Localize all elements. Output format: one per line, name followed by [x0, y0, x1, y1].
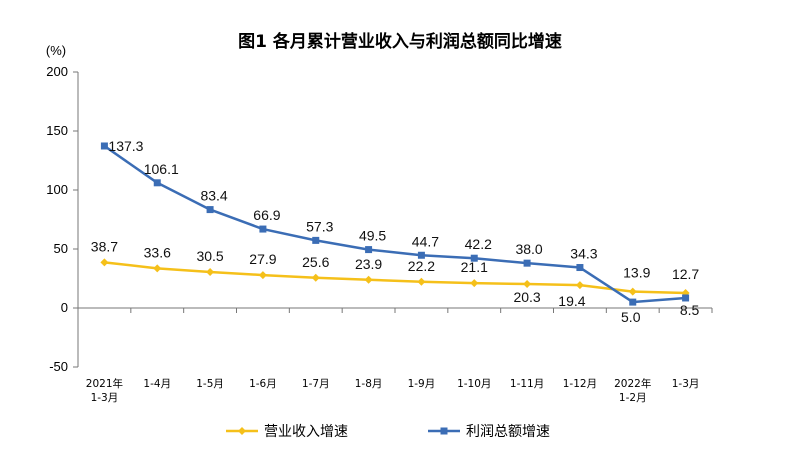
- y-tick-label: 200: [46, 64, 68, 79]
- series-0-point: [417, 277, 426, 286]
- series-layer: [100, 142, 690, 306]
- series-0-point: [153, 264, 162, 273]
- series-0-point: [523, 280, 532, 289]
- series-1-point: [470, 254, 478, 262]
- series-0-point: [628, 287, 637, 296]
- series-0-point: [100, 258, 109, 267]
- series-1-point: [682, 294, 690, 302]
- data-label: 34.3: [570, 246, 597, 262]
- x-tick-label: 1-10月: [457, 378, 491, 390]
- data-label: 8.5: [680, 302, 700, 318]
- y-ticks: 200 150 100 50 0 -50: [46, 64, 78, 374]
- series-0-point: [258, 271, 267, 280]
- data-label: 83.4: [200, 188, 227, 204]
- series-line-0: [104, 261, 686, 295]
- data-label: 13.9: [623, 265, 650, 281]
- y-tick-label: -50: [49, 359, 68, 374]
- x-tick-label: 1-12月: [563, 378, 597, 390]
- data-label: 44.7: [412, 233, 439, 249]
- x-ticks: 2021年 1-3月 1-4月 1-5月 1-6月 1-7月 1-8月 1-9月 1-10月 1-…: [77, 308, 713, 404]
- series-1-point: [365, 246, 373, 254]
- data-label: 106.1: [144, 161, 179, 177]
- x-tick-label: 2021年: [86, 377, 123, 390]
- data-labels: 38.7 33.6 30.5 27.9 25.6 23.9 22.2 21.1 20.3 19.4…: [91, 138, 700, 325]
- data-label: 38.7: [91, 238, 118, 254]
- series-0-point: [364, 275, 373, 284]
- data-label: 21.1: [461, 259, 488, 275]
- series-1-point: [312, 236, 320, 244]
- x-tick-label: 1-8月: [355, 378, 383, 390]
- data-label: 38.0: [515, 241, 542, 257]
- data-label: 12.7: [672, 266, 699, 282]
- series-1-point: [417, 251, 425, 259]
- series-1-point: [206, 206, 214, 214]
- x-tick-label: 1-3月: [91, 392, 119, 404]
- data-label: 137.3: [108, 138, 143, 154]
- y-tick-label: 100: [46, 182, 68, 197]
- legend-label: 利润总额增速: [466, 424, 550, 440]
- data-label: 49.5: [359, 228, 386, 244]
- x-tick-label: 2022年: [614, 377, 651, 390]
- data-label: 42.2: [465, 236, 492, 252]
- series-1-point: [576, 264, 584, 272]
- y-tick-label: 50: [54, 241, 68, 256]
- series-line-1: [103, 144, 686, 304]
- data-label: 33.6: [144, 244, 171, 260]
- series-0-point: [311, 273, 320, 282]
- axes: [77, 72, 712, 367]
- series-0-point: [470, 279, 479, 288]
- data-label: 5.0: [621, 309, 641, 325]
- series-1-point: [629, 298, 637, 306]
- x-tick-label: 1-3月: [672, 378, 700, 390]
- data-label: 25.6: [302, 254, 329, 270]
- chart-title: 图1 各月累计营业收入与利润总额同比增速: [238, 31, 562, 52]
- y-tick-label: 150: [46, 123, 68, 138]
- data-label: 23.9: [355, 256, 382, 272]
- series-1-point: [523, 259, 531, 267]
- series-1-point: [100, 142, 108, 150]
- series-1-point: [259, 225, 267, 233]
- series-0-point: [575, 281, 584, 290]
- x-tick-label: 1-5月: [196, 378, 224, 390]
- series-0-point: [206, 268, 215, 277]
- data-label: 30.5: [196, 248, 223, 264]
- legend-marker: [238, 427, 246, 435]
- x-tick-label: 1-2月: [619, 392, 647, 404]
- data-label: 66.9: [253, 207, 280, 223]
- x-tick-label: 1-7月: [302, 378, 330, 390]
- data-label: 27.9: [249, 251, 276, 267]
- data-label: 22.2: [408, 258, 435, 274]
- x-tick-label: 1-9月: [408, 378, 436, 390]
- data-label: 57.3: [306, 218, 333, 234]
- x-tick-label: 1-6月: [249, 378, 277, 390]
- x-tick-label: 1-4月: [143, 378, 171, 390]
- y-tick-label: 0: [61, 300, 68, 315]
- y-axis-unit: (%): [46, 43, 66, 58]
- legend-marker: [440, 427, 448, 435]
- data-label: 20.3: [513, 289, 540, 305]
- series-1-point: [153, 179, 161, 187]
- legend: 营业收入增速 利润总额增速: [226, 424, 550, 440]
- x-tick-label: 1-11月: [510, 378, 544, 390]
- legend-label: 营业收入增速: [264, 424, 348, 440]
- data-label: 19.4: [558, 293, 585, 309]
